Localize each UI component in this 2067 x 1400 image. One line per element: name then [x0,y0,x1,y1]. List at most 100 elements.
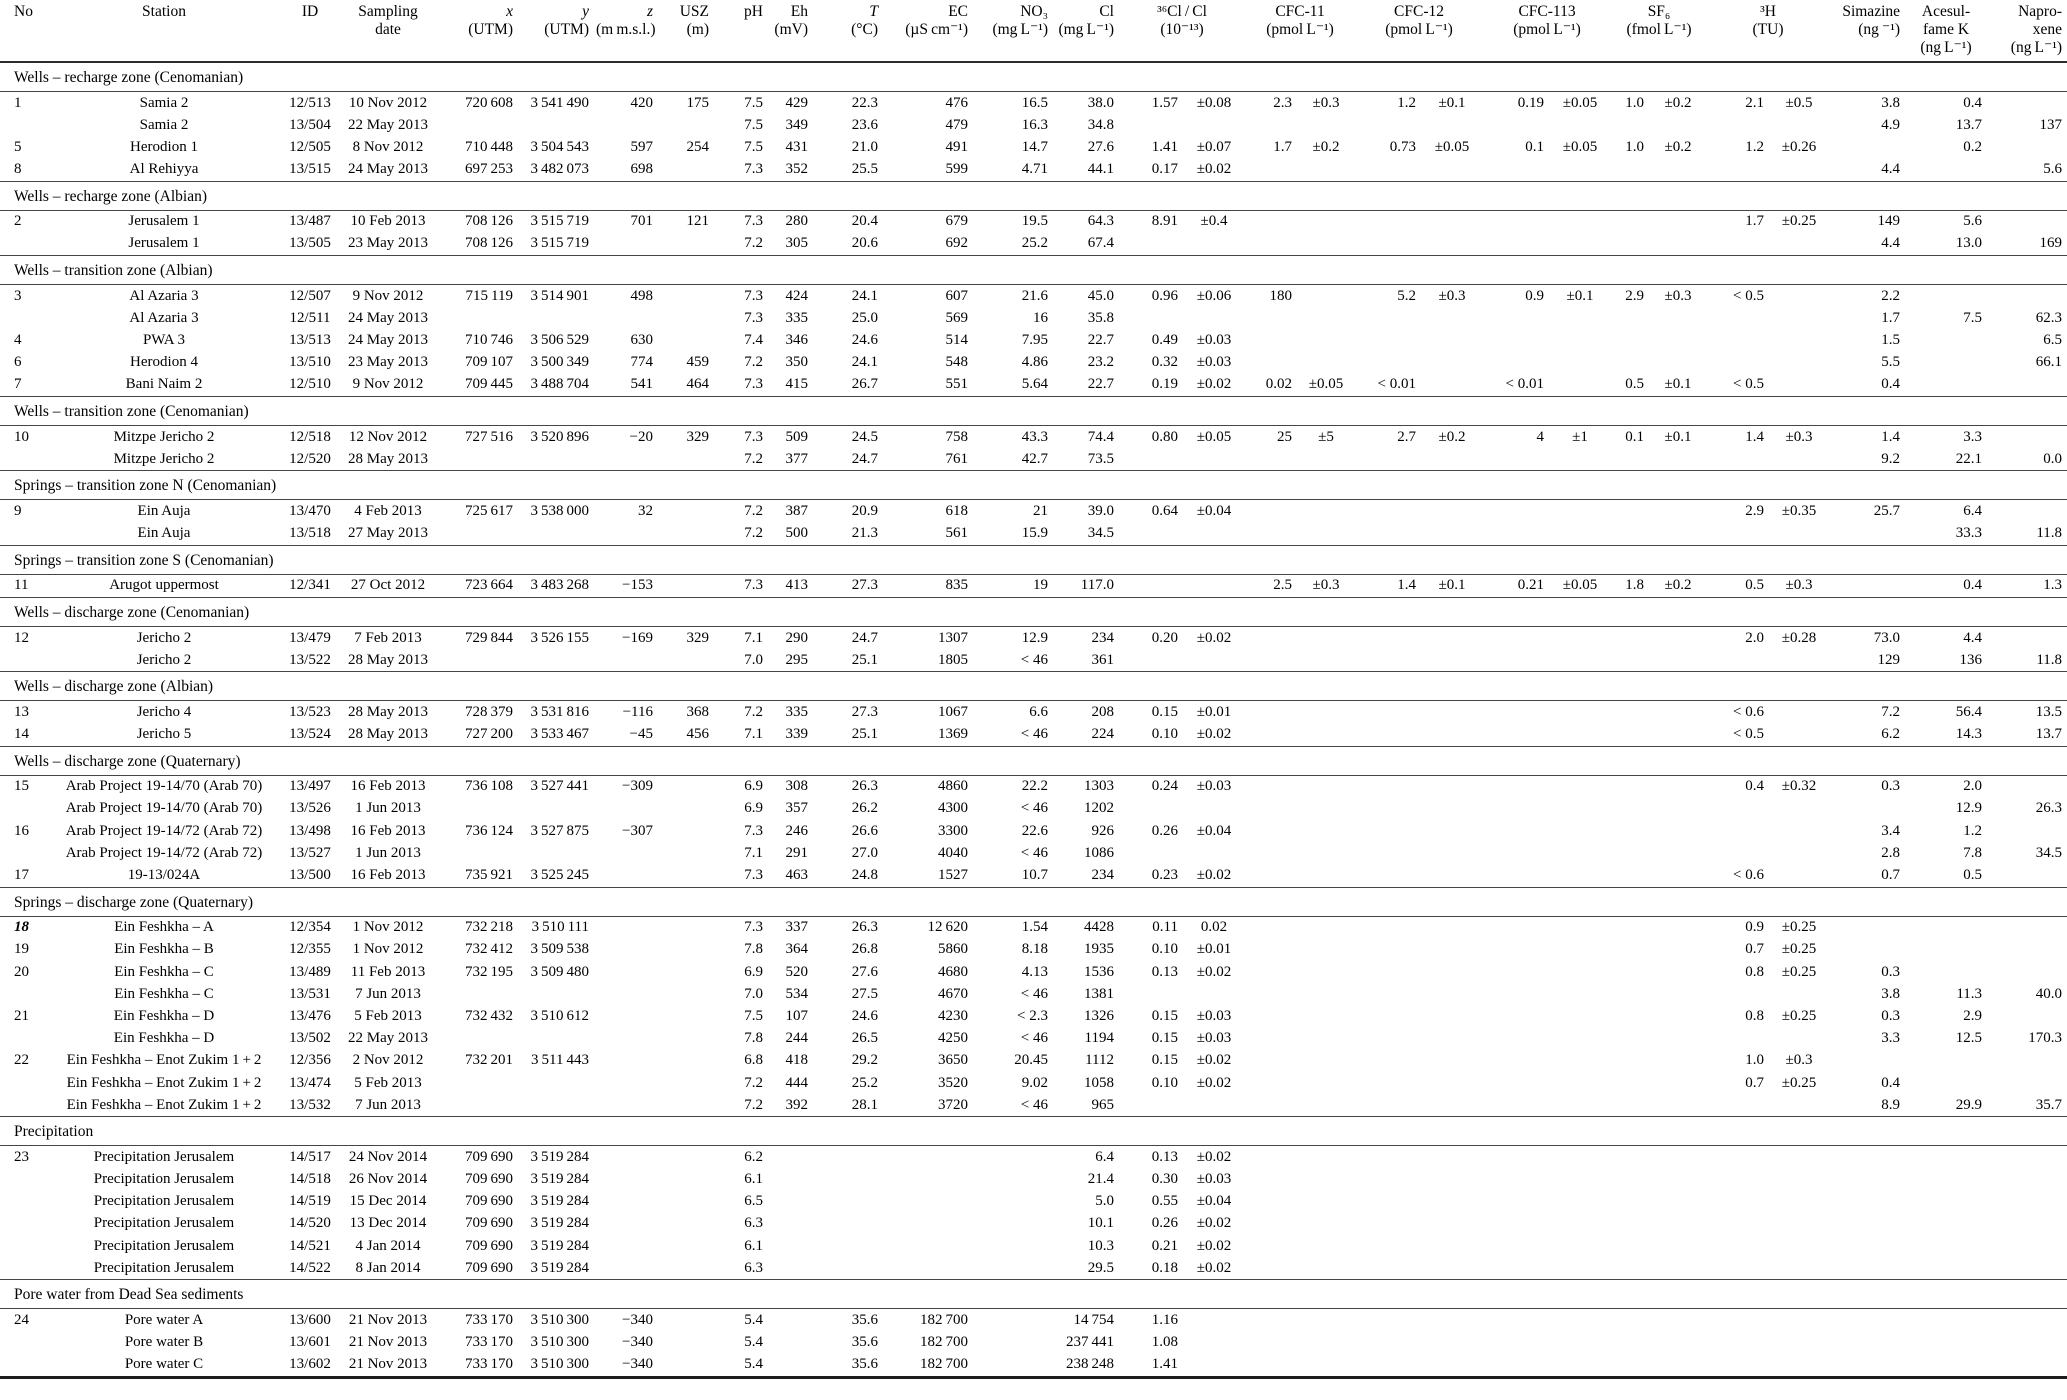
cell: 500 [785,525,809,542]
cell [1483,961,1549,983]
cell: 3 488 704 [530,376,589,393]
cell [1549,307,1611,329]
cell [1707,820,1769,842]
cell [1119,574,1183,597]
cell: 679 [945,213,969,230]
cell [973,1257,1053,1280]
cell [1245,723,1297,746]
cell [1297,723,1355,746]
table-row: Ein Feshkha – C 13/531 7 Jun 2013 7.0 534 27.… [0,983,2067,1005]
cell [1297,701,1355,724]
cell [1649,1235,1707,1257]
cell [1649,1213,1707,1235]
cell: 329 [686,629,710,646]
cell: 28 May 2013 [348,726,428,743]
cell: 12/511 [289,309,331,326]
cell: 3 519 284 [530,1259,589,1276]
cell: 26 Nov 2014 [348,1171,428,1188]
cell: 1381 [1084,985,1114,1002]
cell [1119,842,1183,864]
cell: ±0.07 [1196,138,1232,155]
cell [1829,916,1905,939]
cell: 1.7 [1881,309,1901,326]
cell: 24.6 [851,332,878,348]
cell [1297,500,1355,523]
cell: 692 [945,235,969,252]
cell [1549,500,1611,523]
cell [1549,1353,1612,1379]
cell [1355,1094,1421,1117]
cell [438,114,518,136]
cell: 73.0 [1873,629,1901,646]
cell [813,1213,883,1235]
cell [1905,158,1987,181]
cell [1245,233,1297,256]
cell [658,233,714,256]
header-unit: (pmol L⁻¹) [1385,20,1453,38]
cell [594,1191,658,1213]
cell: 346 [785,332,809,348]
cell [1355,523,1421,546]
cell [1421,798,1483,820]
section-title: Pore water from Dead Sea sediments [0,1279,2067,1310]
section-header-row: Wells – transition zone (Cenomanian) [0,395,2067,426]
cell: 548 [945,354,969,371]
cell: 11.8 [2036,651,2063,668]
cell: 3 531 816 [530,703,589,720]
cell: 7 Jun 2013 [355,1096,421,1113]
cell [1549,1072,1611,1094]
cell: 38.0 [1087,94,1114,111]
cell: 7.2 [744,1074,763,1091]
cell [1245,820,1297,842]
cell: Jerusalem 1 [128,213,200,230]
cell: ±0.02 [1196,1237,1232,1254]
cell: 1.41 [1151,138,1178,155]
cell [1611,1005,1649,1027]
cell [1987,1072,2067,1094]
cell [1355,626,1421,649]
cell [438,1094,518,1117]
cell: 13/602 [282,1353,338,1379]
cell: 20 [14,963,29,980]
cell [1355,1191,1421,1213]
cell [1611,1050,1649,1072]
cell [1355,448,1421,471]
cell: 182 700 [919,1312,968,1328]
cell: Jericho 4 [136,703,192,720]
cell: 24.1 [851,354,878,371]
header-unit: (ng L⁻¹) [1920,38,1972,56]
cell: 6.2 [1881,726,1901,743]
cell [1421,723,1483,746]
cell [1769,701,1829,724]
cell: 7.3 [744,577,763,594]
cell: Arugot uppermost [109,577,219,594]
cell: 2.1 [1745,94,1765,111]
cell: 7.1 [744,726,763,743]
cell: 11.8 [2036,525,2063,542]
cell [1905,1168,1987,1190]
cell [1649,775,1707,798]
cell: 1 Jun 2013 [355,800,421,817]
cell [1421,1005,1483,1027]
cell: ±0.3 [1312,577,1340,594]
cell [1297,329,1355,351]
cell [1649,983,1707,1005]
cell [1769,1213,1829,1235]
section-header-row: Wells – discharge zone (Quaternary) [0,745,2067,776]
cell: 0.9 [1745,919,1765,936]
header-label: y [582,3,589,20]
cell [0,307,46,329]
cell: 12/341 [289,577,331,594]
cell [973,1213,1053,1235]
cell [1769,523,1829,546]
cell: 16 [14,822,29,839]
cell: 3 519 284 [530,1171,589,1188]
header-row: No Station ID Sampling date x (UTM) y (UTM)… [0,0,2067,63]
table-row: 6 Herodion 4 13/510 23 May 2013 709 107 3 500… [0,352,2067,374]
cell: 0.73 [1389,138,1417,155]
cell: 1067 [938,703,968,720]
cell: 7.3 [744,919,763,936]
cell: 13.7 [1955,116,1983,133]
cell: 3 509 538 [530,941,589,958]
col-header-temperature: T (°C) [813,0,883,63]
